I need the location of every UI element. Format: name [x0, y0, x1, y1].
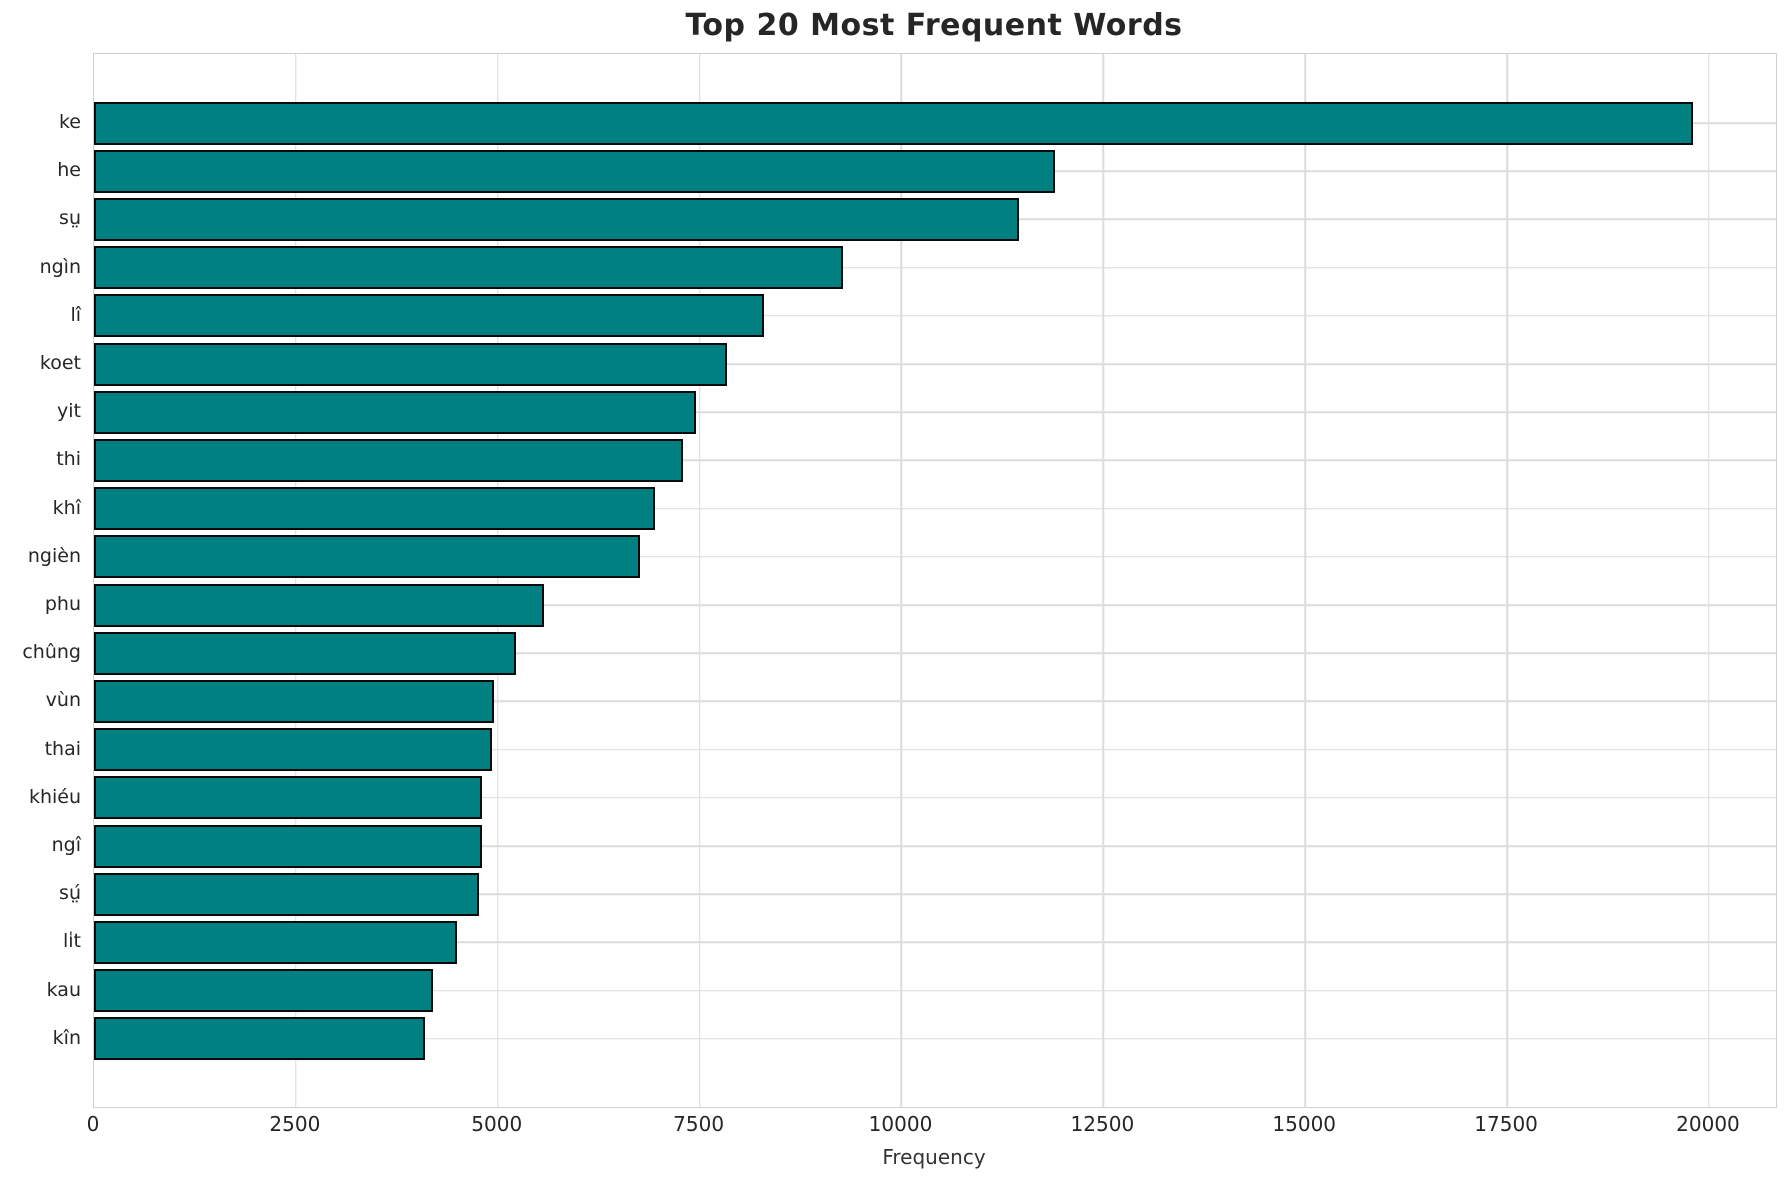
gridline-horizontal	[94, 507, 1776, 510]
x-axis-label: Frequency	[882, 1145, 986, 1169]
bar	[94, 197, 1019, 241]
y-tick-label: ngièn	[27, 544, 81, 567]
y-tick-label: koet	[39, 352, 81, 374]
gridline-vertical	[496, 54, 499, 1107]
bar	[94, 294, 765, 338]
gridline-horizontal	[94, 845, 1776, 847]
bar	[94, 920, 457, 964]
y-tick-label: li̍t	[62, 930, 81, 953]
y-tick-label: sṳ́	[59, 882, 81, 905]
x-tick-label: 17500	[1474, 1112, 1538, 1136]
x-tick-label: 7500	[673, 1112, 725, 1136]
y-tick-label: ke	[58, 111, 81, 133]
gridline-vertical	[1506, 54, 1508, 1107]
y-tick-label: thai	[44, 737, 81, 760]
bar	[94, 679, 494, 723]
gridline-horizontal	[94, 989, 1776, 992]
gridline-horizontal	[94, 411, 1776, 413]
gridline-horizontal	[94, 652, 1776, 654]
bar	[94, 776, 483, 820]
bar	[94, 631, 517, 675]
x-tick-label: 15000	[1272, 1112, 1337, 1136]
gridline-horizontal	[94, 700, 1776, 703]
y-tick-label: vùn	[45, 689, 81, 712]
x-tick-label: 0	[86, 1112, 100, 1136]
x-tick-label: 2500	[269, 1112, 321, 1136]
gridline-horizontal	[94, 315, 1776, 317]
bar	[94, 872, 480, 916]
bar	[94, 149, 1055, 193]
y-tick-label: kîn	[52, 1026, 81, 1049]
gridline-horizontal	[94, 459, 1776, 462]
bar	[94, 969, 434, 1013]
y-tick-label: khiéu	[28, 785, 81, 808]
gridline-vertical	[1102, 54, 1105, 1107]
x-tick-label: 20000	[1676, 1112, 1740, 1136]
y-tick-label: phu	[44, 593, 81, 615]
gridline-horizontal	[94, 556, 1776, 558]
bar	[94, 535, 640, 579]
y-tick-label: yit	[57, 400, 81, 423]
gridline-horizontal	[94, 893, 1776, 895]
y-tick-label: ngìn	[39, 255, 81, 278]
x-tick-label: 10000	[868, 1112, 933, 1136]
y-tick-label: lî	[70, 303, 81, 326]
gridline-horizontal	[94, 604, 1776, 606]
gridline-vertical	[1304, 54, 1306, 1107]
bar	[94, 246, 844, 290]
bar	[94, 390, 697, 434]
bar	[94, 101, 1693, 145]
gridline-horizontal	[94, 266, 1776, 269]
y-tick-label: ngî	[51, 834, 81, 856]
chart-title: Top 20 Most Frequent Words	[685, 8, 1183, 43]
y-tick-label: sṳ	[59, 207, 81, 230]
bar	[94, 1017, 426, 1061]
gridline-vertical	[900, 54, 903, 1107]
plot-area	[93, 53, 1777, 1108]
y-tick-label: chûng	[22, 641, 81, 664]
x-tick-label: 5000	[471, 1112, 523, 1136]
gridline-horizontal	[94, 748, 1776, 751]
gridline-horizontal	[94, 941, 1776, 944]
x-tick-label: 12500	[1070, 1112, 1135, 1136]
gridline-vertical	[295, 54, 297, 1107]
y-tick-label: thi	[56, 448, 81, 471]
gridline-horizontal	[94, 797, 1776, 799]
bar	[94, 487, 656, 531]
gridline-vertical	[1708, 54, 1710, 1107]
y-tick-label: kau	[46, 978, 81, 1001]
bar	[94, 728, 493, 772]
bar	[94, 583, 544, 627]
bar	[94, 342, 728, 386]
bar	[94, 824, 482, 868]
y-tick-label: he	[57, 159, 81, 182]
y-tick-label: khî	[52, 496, 81, 519]
gridline-horizontal	[94, 363, 1776, 365]
gridline-vertical	[698, 54, 701, 1107]
bar	[94, 438, 684, 482]
gridline-horizontal	[94, 1038, 1776, 1040]
